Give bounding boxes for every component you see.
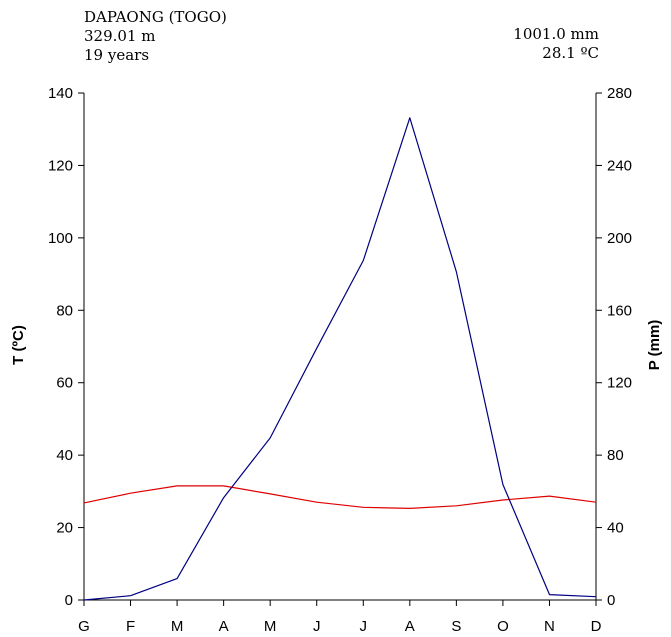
x-tick-label: A <box>405 618 415 635</box>
x-tick-label: D <box>591 618 602 635</box>
y-tick-left-label: 20 <box>56 520 73 537</box>
y-axis-label-left: T (ºC) <box>10 325 27 365</box>
y-axis-label-right: P (mm) <box>646 320 663 371</box>
x-tick-label: M <box>171 618 184 635</box>
x-tick-label: O <box>497 618 509 635</box>
x-tick-label: F <box>126 618 135 635</box>
total-precipitation: 1001.0 mm <box>513 25 599 43</box>
y-tick-right-label: 80 <box>607 447 624 464</box>
y-tick-right-label: 40 <box>607 520 624 537</box>
y-tick-right-label: 120 <box>607 375 632 392</box>
x-tick-label: J <box>313 618 321 635</box>
y-tick-left-label: 60 <box>56 375 73 392</box>
chart-axes <box>83 93 597 601</box>
y-tick-left-label: 140 <box>48 85 73 102</box>
y-tick-left-label: 120 <box>48 157 73 174</box>
y-tick-right-label: 160 <box>607 302 632 319</box>
temperature-line <box>83 485 597 509</box>
y-tick-right-label: 280 <box>607 85 632 102</box>
y-tick-left-label: 40 <box>56 447 73 464</box>
y-tick-left-label: 80 <box>56 302 73 319</box>
x-tick-label: G <box>78 618 90 635</box>
x-tick-label: M <box>264 618 277 635</box>
precipitation-line <box>83 117 597 601</box>
y-tick-left-label: 100 <box>48 230 73 247</box>
station-altitude: 329.01 m <box>84 27 156 45</box>
x-tick-label: N <box>544 618 555 635</box>
y-tick-right-label: 0 <box>607 592 615 609</box>
y-tick-left-label: 0 <box>65 592 73 609</box>
y-tick-right-label: 240 <box>607 157 632 174</box>
x-tick-label: S <box>451 618 461 635</box>
climate-summary: 1001.0 mm 28.1 ºC <box>513 25 599 63</box>
x-tick-label: A <box>219 618 229 635</box>
station-name: DAPAONG (TOGO) <box>84 8 227 26</box>
station-years: 19 years <box>84 46 150 64</box>
mean-temperature: 28.1 ºC <box>542 44 599 62</box>
chart-ticks: 0 20 40 60 80 100 120 140 0 40 80 120 160 200 240 280 G F… <box>48 85 632 635</box>
station-info: DAPAONG (TOGO) 329.01 m 19 years <box>84 8 227 65</box>
x-tick-label: J <box>360 618 368 635</box>
y-tick-right-label: 200 <box>607 230 632 247</box>
chart-series <box>83 117 597 601</box>
